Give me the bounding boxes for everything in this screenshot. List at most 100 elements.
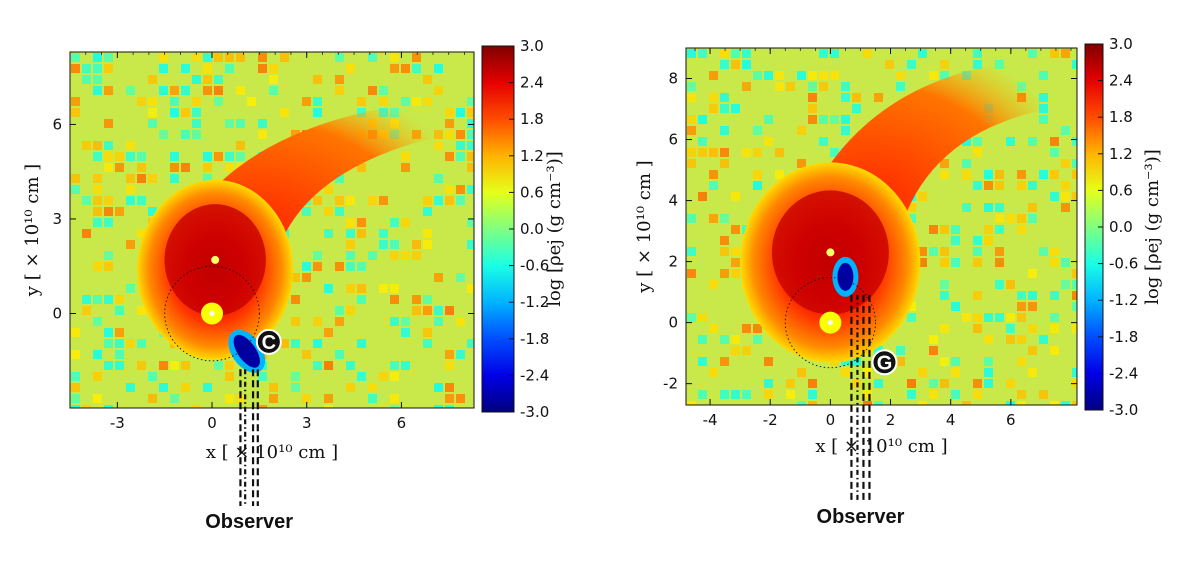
heatmap-cell bbox=[280, 53, 289, 62]
heatmap-cell bbox=[962, 203, 971, 212]
heatmap-cell bbox=[313, 361, 322, 370]
heatmap-cell bbox=[390, 53, 399, 62]
heatmap-cell bbox=[148, 174, 157, 183]
heatmap-cell bbox=[434, 86, 443, 95]
heatmap-cell bbox=[346, 306, 355, 315]
heatmap-cell bbox=[203, 152, 212, 161]
heatmap-cell bbox=[170, 174, 179, 183]
heatmap-cell bbox=[434, 64, 443, 73]
heatmap-cell bbox=[709, 148, 718, 157]
heatmap-cell bbox=[236, 119, 245, 128]
heatmap-cell bbox=[984, 335, 993, 344]
heatmap-cell bbox=[742, 49, 751, 58]
heatmap-cell bbox=[181, 383, 190, 392]
heatmap-cell bbox=[159, 64, 168, 73]
heatmap-cell bbox=[1050, 137, 1059, 146]
heatmap-cell bbox=[137, 196, 146, 205]
heatmap-cell bbox=[1028, 181, 1037, 190]
heatmap-cell bbox=[1050, 192, 1059, 201]
heatmap-cell bbox=[357, 372, 366, 381]
heatmap-cell bbox=[863, 390, 872, 399]
heatmap-cell bbox=[302, 207, 311, 216]
heatmap-cell bbox=[93, 196, 102, 205]
heatmap-cell bbox=[731, 60, 740, 69]
heatmap-cell bbox=[181, 361, 190, 370]
heatmap-cell bbox=[808, 401, 817, 405]
heatmap-cell bbox=[775, 82, 784, 91]
heatmap-cell bbox=[467, 218, 474, 227]
marker-circle bbox=[871, 349, 898, 376]
heatmap-cell bbox=[1072, 401, 1077, 405]
heatmap-cell bbox=[1028, 49, 1037, 58]
heatmap-cell bbox=[1072, 269, 1077, 278]
heatmap-cell bbox=[148, 207, 157, 216]
marker-circle bbox=[255, 328, 282, 355]
heatmap-cell bbox=[698, 137, 707, 146]
heatmap-cell bbox=[291, 339, 300, 348]
heatmap-cell bbox=[995, 313, 1004, 322]
heatmap-cell bbox=[929, 379, 938, 388]
heatmap-cell bbox=[115, 207, 124, 216]
heatmap-cell bbox=[148, 119, 157, 128]
x-tick-label: 4 bbox=[946, 411, 956, 429]
heatmap-cell bbox=[1006, 379, 1015, 388]
heatmap-cell bbox=[225, 163, 234, 172]
heatmap-cell bbox=[731, 104, 740, 113]
colorbar-tick-label: -1.2 bbox=[1109, 291, 1138, 309]
heatmap-cell bbox=[104, 119, 113, 128]
x-tick-label: 0 bbox=[826, 411, 836, 429]
heatmap-cell bbox=[93, 262, 102, 271]
heatmap-cell bbox=[390, 284, 399, 293]
heatmap-cell bbox=[1050, 401, 1059, 405]
heatmap-cell bbox=[324, 185, 333, 194]
heatmap-cell bbox=[786, 390, 795, 399]
heatmap-cell bbox=[1028, 291, 1037, 300]
heatmap-cell bbox=[973, 390, 982, 399]
region-marker: C bbox=[255, 328, 282, 355]
heatmap-cell bbox=[841, 93, 850, 102]
colorbar-label: log [ρej (g cm⁻³)] bbox=[1142, 149, 1163, 305]
heatmap-cell bbox=[93, 218, 102, 227]
heatmap-cell bbox=[335, 75, 344, 84]
heatmap-cell bbox=[1072, 324, 1077, 333]
heatmap-cell bbox=[192, 119, 201, 128]
heatmap-cell bbox=[764, 137, 773, 146]
heatmap-cell bbox=[159, 53, 168, 62]
heatmap-cell bbox=[467, 141, 474, 150]
heatmap-cell bbox=[434, 174, 443, 183]
heatmap-cell bbox=[412, 306, 421, 315]
heatmap-cell bbox=[1028, 137, 1037, 146]
heatmap-cell bbox=[434, 405, 443, 408]
panel-right: G -4 -2 0 2 4 6 -2 0 2 4 6 8 x [ × 10¹⁰ cm ] y [ ×… bbox=[634, 35, 1163, 528]
heatmap-cell bbox=[973, 258, 982, 267]
heatmap-cell bbox=[907, 379, 916, 388]
heatmap-cell bbox=[907, 302, 916, 311]
heatmap-cell bbox=[1028, 324, 1037, 333]
heatmap-cell bbox=[445, 185, 454, 194]
y-tick-label: 6 bbox=[668, 131, 678, 149]
heatmap-cell bbox=[225, 64, 234, 73]
heatmap-cell bbox=[302, 394, 311, 403]
heatmap-cell bbox=[357, 284, 366, 293]
companion-radius-circle bbox=[164, 265, 260, 362]
heatmap-cell bbox=[896, 71, 905, 80]
heatmap-cell bbox=[214, 97, 223, 106]
heatmap-cell bbox=[720, 60, 729, 69]
heatmap-cell bbox=[313, 317, 322, 326]
heatmap-cell bbox=[1072, 368, 1077, 377]
heatmap-cell bbox=[346, 262, 355, 271]
heatmap-cell bbox=[973, 148, 982, 157]
heatmap-cell bbox=[1050, 247, 1059, 256]
heatmap-cell bbox=[995, 214, 1004, 223]
heatmap-cell bbox=[467, 339, 474, 348]
heatmap-cell bbox=[687, 93, 696, 102]
heatmap-cell bbox=[819, 115, 828, 124]
heatmap-cell bbox=[115, 328, 124, 337]
panel-left: C -3 0 3 6 0 3 6 x [ × 10¹⁰ cm ] y [ × 10¹⁰ c… bbox=[22, 37, 565, 533]
heatmap-cell bbox=[137, 339, 146, 348]
heatmap-cell bbox=[1039, 390, 1048, 399]
heatmap-cell bbox=[1017, 291, 1026, 300]
heatmap-cell bbox=[1028, 302, 1037, 311]
colorbar-tick-label: -1.2 bbox=[520, 293, 549, 311]
heatmap-cell bbox=[764, 379, 773, 388]
